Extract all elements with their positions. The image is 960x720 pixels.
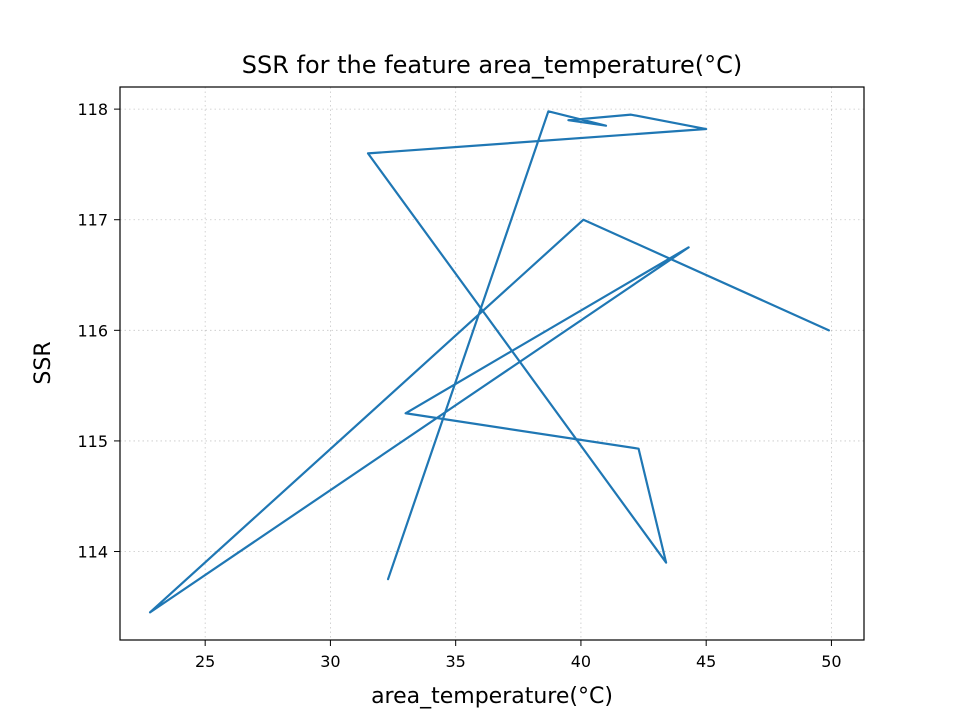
x-tick-label: 25 <box>195 652 215 671</box>
x-tick-label: 35 <box>445 652 465 671</box>
x-tick-label: 30 <box>320 652 340 671</box>
chart-title: SSR for the feature area_temperature(°C) <box>242 51 743 79</box>
y-tick-label: 115 <box>77 432 108 451</box>
y-tick-label: 118 <box>77 100 108 119</box>
y-tick-label: 116 <box>77 321 108 340</box>
x-axis-label: area_temperature(°C) <box>371 684 613 709</box>
series-line <box>148 110 831 614</box>
x-axis: 25 30 35 40 45 50 <box>195 640 842 671</box>
x-tick-label: 45 <box>696 652 716 671</box>
y-axis-label: SSR <box>31 341 56 384</box>
x-tick-label: 40 <box>571 652 591 671</box>
y-axis: 114 115 116 117 118 <box>77 100 120 562</box>
axes-frame <box>119 86 865 641</box>
y-tick-label: 117 <box>77 211 108 230</box>
x-tick-label: 50 <box>821 652 841 671</box>
y-tick-label: 114 <box>77 543 108 562</box>
